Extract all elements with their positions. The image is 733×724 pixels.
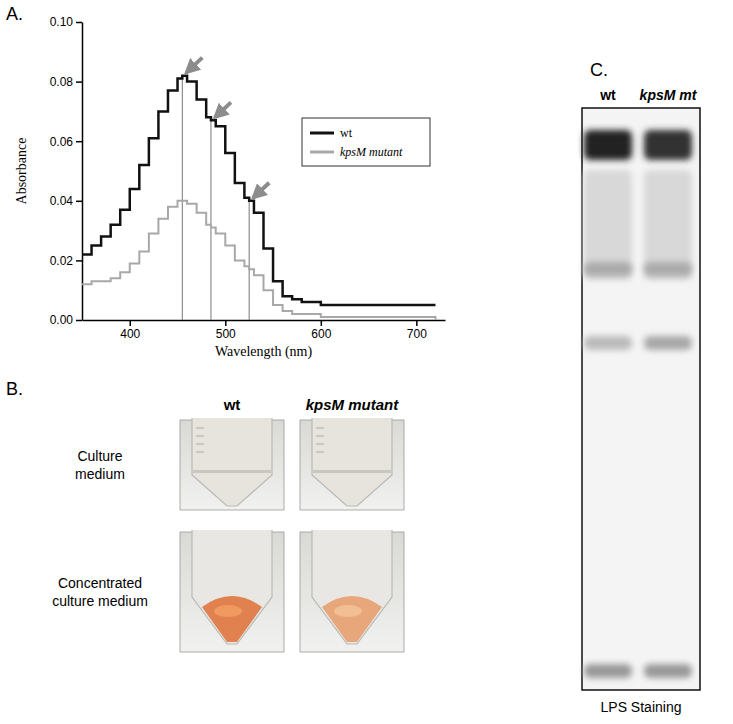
x-tick-mark	[321, 320, 323, 326]
panel-label: C.	[590, 60, 608, 80]
y-tick-label: 0.08	[50, 75, 74, 89]
pellet	[322, 596, 382, 642]
y-tick-mark	[76, 260, 82, 262]
graduation	[196, 428, 204, 429]
gel	[582, 108, 700, 690]
x-axis-title: Wavelength (nm)	[215, 344, 313, 360]
y-tick-label: 0.04	[50, 194, 74, 208]
gel-band	[644, 170, 692, 280]
y-tick: 0.00	[50, 313, 82, 327]
x-axis-line	[83, 320, 446, 322]
peak-arrow	[253, 183, 269, 198]
peak-arrow	[186, 58, 202, 73]
gel-band	[584, 130, 632, 160]
y-tick: 0.02	[50, 254, 82, 268]
liquid-surface	[193, 470, 271, 473]
legend: wt kpsM mutant	[302, 118, 430, 166]
y-tick: 0.06	[50, 135, 82, 149]
graduation	[196, 452, 204, 453]
row-label: Concentratedculture medium	[52, 575, 148, 609]
y-tick: 0.10	[50, 15, 82, 29]
tube-photo	[300, 530, 404, 652]
lane-label: kpsM mt	[640, 87, 698, 103]
x-tick-label: 700	[407, 327, 427, 341]
y-tick-label: 0.06	[50, 135, 74, 149]
tube-photo	[300, 418, 404, 510]
column-header: wt	[223, 396, 241, 413]
liquid-surface	[313, 470, 391, 473]
figure: A. 0.00 0.02 0.04 0.06 0.08 0.10 400 500 600 700 Wa…	[0, 0, 733, 724]
gel-band	[584, 262, 632, 276]
x-tick-mark	[225, 320, 227, 326]
gel-band	[644, 336, 692, 350]
lane-label: wt	[599, 87, 616, 103]
x-axis: 400 500 600 700	[83, 320, 446, 341]
graduation	[196, 436, 204, 437]
row-label: Culturemedium	[75, 448, 125, 482]
y-tick-label: 0.00	[50, 313, 74, 327]
x-tick-label: 400	[120, 327, 140, 341]
plot-area	[82, 76, 435, 320]
graduation	[316, 444, 324, 445]
series-line	[82, 76, 435, 305]
y-tick-mark	[76, 22, 82, 24]
graduation	[196, 444, 204, 445]
pellet-highlight	[214, 605, 242, 617]
y-tick: 0.08	[50, 75, 82, 89]
x-tick: 500	[216, 320, 236, 341]
y-axis-title: Absorbance	[14, 138, 29, 205]
x-tick-mark	[130, 320, 132, 326]
pellet-highlight	[334, 605, 362, 617]
tube	[312, 418, 392, 506]
peak-line	[182, 76, 183, 320]
x-tick-mark	[416, 320, 418, 326]
x-tick: 700	[407, 320, 427, 341]
x-tick: 400	[120, 320, 140, 341]
y-tick-mark	[76, 141, 82, 143]
pellet	[202, 596, 262, 642]
gel-band	[584, 664, 632, 678]
y-axis: 0.00 0.02 0.04 0.06 0.08 0.10	[50, 15, 83, 327]
gel-band	[644, 664, 692, 678]
tube	[192, 418, 272, 506]
y-tick: 0.04	[50, 194, 82, 208]
legend-box	[302, 118, 430, 166]
tube-photo	[180, 530, 284, 652]
legend-label: wt	[340, 126, 353, 140]
gel-frame	[582, 108, 700, 690]
y-tick-mark	[76, 201, 82, 203]
gel-caption: LPS Staining	[601, 699, 682, 715]
y-tick-mark	[76, 320, 82, 322]
legend-swatch	[310, 132, 334, 135]
y-tick-label: 0.10	[50, 15, 74, 29]
x-tick: 600	[311, 320, 331, 341]
y-tick-label: 0.02	[50, 254, 74, 268]
graduation	[316, 452, 324, 453]
gel-band	[644, 262, 692, 276]
tube-photo	[180, 418, 284, 510]
gel-band	[584, 170, 632, 280]
legend-label: kpsM mutant	[340, 145, 403, 159]
y-tick-mark	[76, 81, 82, 83]
peak-line	[210, 120, 211, 320]
gel-band	[644, 130, 692, 160]
peak-line	[249, 201, 250, 320]
y-axis-line	[82, 23, 84, 321]
x-tick-label: 500	[216, 327, 236, 341]
graduation	[316, 428, 324, 429]
x-tick-label: 600	[311, 327, 331, 341]
peak-arrow	[215, 102, 231, 117]
tube	[312, 530, 392, 644]
column-header: kpsM mutant	[306, 396, 400, 413]
legend-swatch	[310, 151, 334, 154]
panel-label: B.	[6, 379, 23, 399]
gel-band	[584, 336, 632, 350]
panel-label: A.	[6, 4, 23, 24]
series-line	[82, 201, 435, 320]
tube	[192, 530, 272, 644]
graduation	[316, 436, 324, 437]
